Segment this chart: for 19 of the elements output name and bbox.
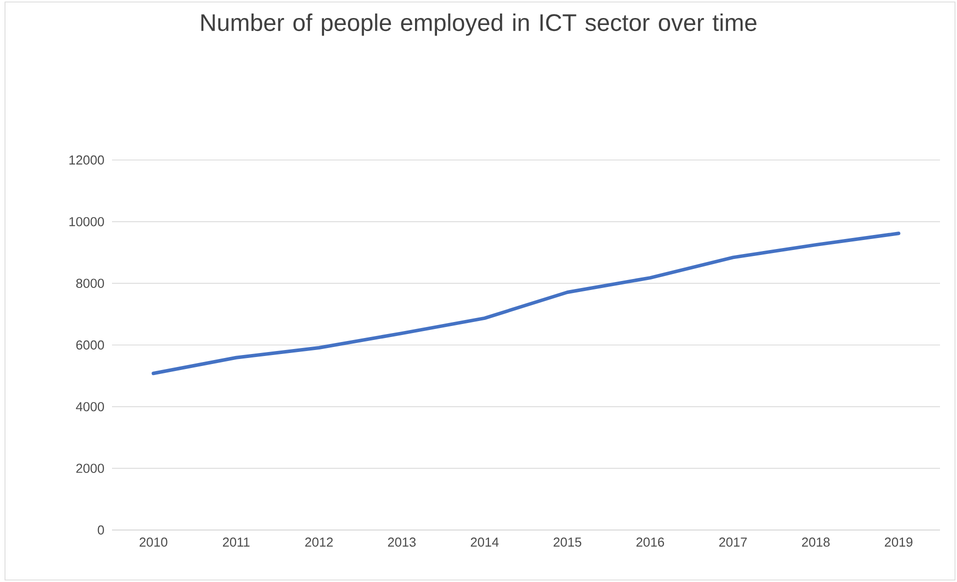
x-tick-label: 2017 — [719, 538, 747, 547]
x-tick-label: 2011 — [222, 538, 250, 547]
x-tick-label: 2012 — [305, 538, 333, 547]
x-tick-label: 2019 — [884, 538, 912, 547]
x-tick-label: 2013 — [388, 538, 416, 547]
y-tick-label: 10000 — [69, 217, 104, 226]
y-tick-label: 2000 — [76, 464, 104, 473]
x-tick-label: 2018 — [802, 538, 830, 547]
y-tick-label: 6000 — [76, 340, 104, 350]
y-tick-label: 8000 — [76, 278, 104, 288]
line-series — [152, 232, 900, 376]
x-tick-label: 2015 — [554, 538, 582, 547]
x-tick-label: 2014 — [470, 538, 499, 547]
chart-title: Number of people employed in ICT sector over time — [201, 14, 756, 36]
y-tick-label: 12000 — [69, 155, 104, 165]
y-tick-label: 4000 — [76, 402, 104, 412]
y-tick-label: 0 — [98, 525, 104, 535]
x-tick-label: 2016 — [636, 538, 664, 547]
x-tick-label: 2010 — [140, 538, 168, 547]
